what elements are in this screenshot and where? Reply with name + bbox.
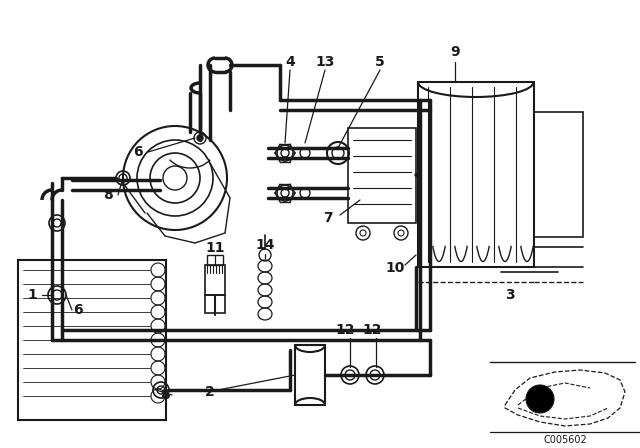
Bar	[348, 128, 416, 223]
Text: 11: 11	[205, 241, 225, 255]
Bar	[207, 255, 223, 265]
Text: 13: 13	[316, 55, 335, 69]
Bar	[534, 112, 583, 237]
Bar	[418, 82, 534, 267]
Text: 4: 4	[285, 55, 295, 69]
Text: 1: 1	[27, 288, 37, 302]
Text: 14: 14	[255, 238, 275, 252]
Text: 5: 5	[375, 55, 385, 69]
Bar	[205, 265, 225, 295]
Text: 6: 6	[73, 303, 83, 317]
Circle shape	[526, 385, 554, 413]
Text: 9: 9	[450, 45, 460, 59]
Text: 2: 2	[205, 385, 215, 399]
Text: 8: 8	[160, 388, 170, 402]
Bar	[18, 260, 166, 420]
Circle shape	[197, 135, 203, 141]
Text: 10: 10	[385, 261, 404, 275]
Text: 3: 3	[505, 288, 515, 302]
Text: 12: 12	[362, 323, 381, 337]
Text: 8: 8	[103, 188, 113, 202]
Text: 6: 6	[133, 145, 143, 159]
Text: 7: 7	[323, 211, 333, 225]
Bar	[295, 345, 325, 405]
Text: 12: 12	[335, 323, 355, 337]
Text: C005602: C005602	[543, 435, 587, 445]
Bar	[205, 295, 225, 313]
